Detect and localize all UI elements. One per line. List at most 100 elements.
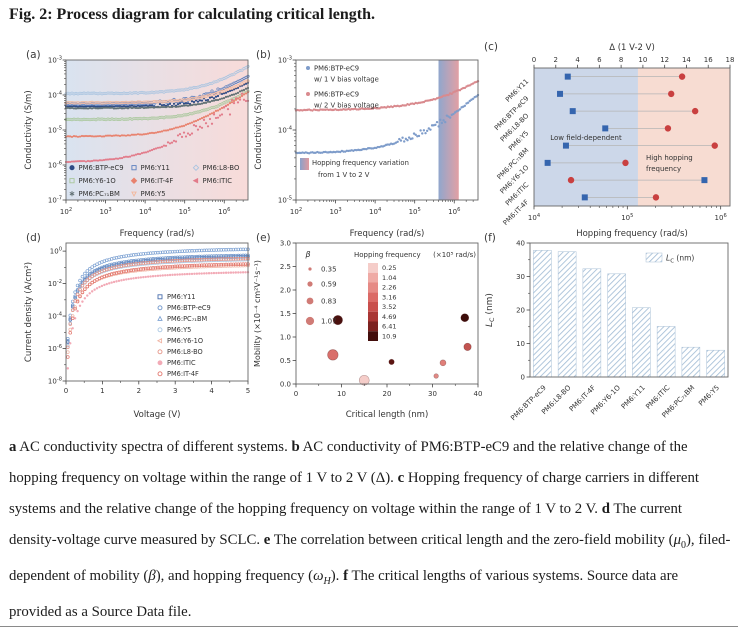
svg-text:10-4: 10-4 [278,126,292,135]
legend-label-d-PM6:Y6-1O: PM6:Y6-1O [167,337,203,345]
svg-text:8: 8 [619,56,623,64]
panel-b-series [294,80,480,155]
caption-segment: c [397,470,405,486]
caption-segment: e [263,532,271,548]
svg-text:104: 104 [139,207,151,216]
svg-text:10-2: 10-2 [48,279,62,288]
panel-b-legend: PM6:BTP-eC9 w/ 1 V bias voltage PM6:BTP-eC… [306,65,379,110]
svg-text:10-7: 10-7 [48,196,62,205]
legend-label-d-PM6:Y11: PM6:Y11 [167,293,196,301]
svg-text:10-3: 10-3 [278,56,292,65]
svg-text:10-3: 10-3 [48,56,62,65]
svg-text:10-5: 10-5 [48,126,62,135]
delta-marker-PM6:IT-4F [652,194,660,201]
svg-text:6.41: 6.41 [382,323,396,331]
bubble-PM6:Y5 [327,349,339,361]
svg-text:105: 105 [179,207,191,216]
bar-label-PM6:BTP-eC9: PM6:BTP-eC9 [509,384,547,422]
bar-PM6:IT-4F [582,268,602,378]
svg-text:4: 4 [209,387,214,395]
panel-c-hopping-frequency-chart: PM6:Y11PM6:BTP-eC9PM6:L8-BOPM6:Y5PM6:PC₇… [484,41,735,239]
svg-text:w/ 1 V bias voltage: w/ 1 V bias voltage [314,76,379,84]
delta-marker-PM6:ITIC [567,176,575,184]
legend-label-PM6:ITIC: PM6:ITIC [203,177,233,185]
panel-d-series [66,247,250,370]
high-hopping-label-1: High hopping [646,154,693,162]
svg-text:2.0: 2.0 [280,287,291,295]
svg-text:2.5: 2.5 [280,263,291,271]
svg-text:1.5: 1.5 [280,310,291,318]
svg-text:100: 100 [50,247,62,256]
hopping-marker-PM6:L8-BO [569,108,576,115]
legend-label-d-PM6:BTP-eC9: PM6:BTP-eC9 [167,304,211,312]
svg-text:105: 105 [621,213,633,222]
svg-text:102: 102 [290,207,302,216]
delta-marker-PM6:BTP-eC9 [668,90,675,98]
panel-f-y-label: LC (nm) [485,293,496,327]
bar-label-PM6:Y11: PM6:Y11 [620,384,647,411]
caption-segment: a [9,439,17,455]
panel-a-ac-conductivity-chart: 102 103 104 105 106 10-7 10-6 10-5 10-4 10-3 Frequ… [24,49,250,239]
svg-text:12: 12 [660,56,669,64]
legend-label-PM6:Y11: PM6:Y11 [141,164,170,172]
svg-text:1.04: 1.04 [382,274,396,282]
svg-text:103: 103 [99,207,111,216]
delta-marker-PM6:Y6-1O [622,159,629,167]
panel-a-y-label: Conductivity (S/m) [24,90,34,169]
svg-text:0.25: 0.25 [382,264,396,272]
bubble-PM6:Y6-1O [433,373,439,379]
bubble-PM6:BTP-eC9 [460,313,470,323]
bar-PM6:Y6-1O [607,273,626,378]
figure-title: Fig. 2: Process diagram for calculating … [9,6,376,23]
panel-e-y-label: Mobility (×10⁻⁴ cm²V⁻¹s⁻¹) [253,260,262,367]
caption-segment: ω [313,567,324,584]
caption-segment: b [291,439,300,455]
panel-a-plot-background [66,60,248,200]
low-field-region [534,68,638,206]
bar-PM6:L8-BO [557,251,577,378]
panel-d-x-label: Voltage (V) [133,410,180,420]
svg-text:10-6: 10-6 [48,161,62,170]
panel-f-legend: LC (nm) [645,252,694,265]
svg-text:30: 30 [428,390,437,398]
panel-c-rows [544,73,718,201]
delta-marker-PM6:L8-BO [691,107,699,115]
caption-segment: f [343,567,349,584]
caption-segment: 0 [681,539,686,551]
svg-text:2: 2 [137,387,141,395]
beta-size-legend: β 0.35 0.59 0.83 1.07 [304,250,336,326]
bar-PM6:Y5 [706,349,725,378]
bar-PM6:ITIC [656,326,676,378]
svg-text:10-8: 10-8 [48,377,62,386]
panel-a-series [64,64,250,164]
svg-text:0: 0 [294,390,298,398]
svg-text:0.0: 0.0 [280,381,291,389]
hopping-marker-PM6:Y5 [602,125,609,132]
svg-text:0: 0 [521,374,525,382]
svg-text:18: 18 [726,56,735,64]
svg-text:0.5: 0.5 [280,357,291,365]
colorbar-title: Hopping frequency [354,251,421,259]
svg-text:10: 10 [516,340,525,348]
panel-f-legend-label: LC (nm) [666,254,694,265]
svg-text:106: 106 [448,207,460,216]
svg-text:10-4: 10-4 [48,312,62,321]
panel-f-bars [533,250,725,378]
svg-text:40: 40 [474,390,483,398]
hopping-marker-PM6:BTP-eC9 [557,90,564,97]
panel-d-axes: 0 1 2 3 4 5 100 10-2 10-4 10-6 10-8 [48,247,250,395]
svg-text:2: 2 [554,56,558,64]
svg-text:10: 10 [638,56,647,64]
svg-text:1.07: 1.07 [321,318,337,326]
svg-text:20: 20 [383,390,392,398]
svg-text:102: 102 [60,207,72,216]
hopping-marker-PM6:Y6-1O [544,159,551,166]
hopping-marker-PM6:Y11 [564,73,571,80]
beta-symbol: β [304,250,310,259]
legend-label-d-PM6:IT-4F: PM6:IT-4F [167,370,199,378]
svg-text:1: 1 [100,387,104,395]
legend-label-PM6:Y5: PM6:Y5 [141,190,166,198]
svg-text:10.9: 10.9 [382,332,396,340]
svg-text:3.16: 3.16 [382,293,396,301]
